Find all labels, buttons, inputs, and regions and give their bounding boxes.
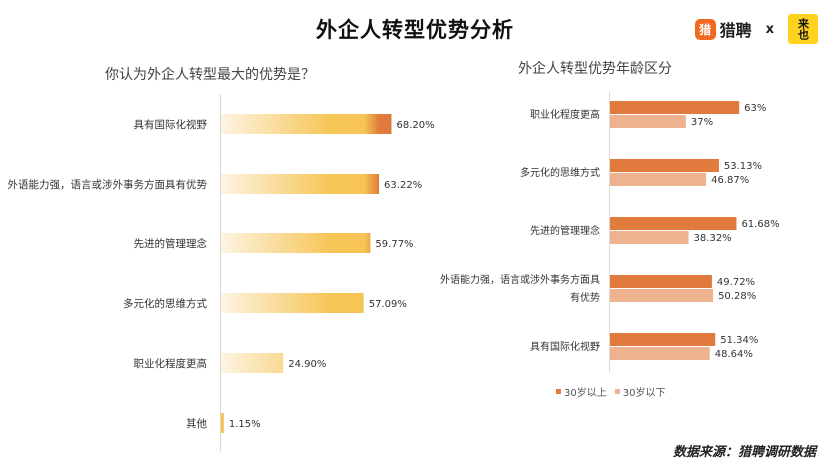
value-label-over30-3: 49.72% [717, 277, 755, 288]
bar-over30-4 [610, 333, 716, 346]
category-label-3-line1: 有优势 [570, 291, 600, 304]
bar-under30-0 [610, 115, 686, 128]
brand-logos: 猎 猎聘 x 来也 [694, 13, 818, 45]
bar-4 [221, 353, 284, 373]
bar-under30-1 [610, 173, 707, 186]
category-label-5: 其他 [186, 417, 207, 430]
value-label-1: 63.22% [384, 180, 422, 191]
value-label-under30-1: 46.87% [711, 175, 749, 186]
category-label-2: 先进的管理理念 [134, 237, 208, 250]
category-label-1: 多元化的思维方式 [520, 166, 600, 179]
bar-3 [221, 293, 364, 313]
legend-label-under-30: 30岁以下 [622, 388, 666, 399]
left-bar-chart: 具有国际化视野 68.20% 外语能力强，语言或涉外事务方面具有优势 63.22% 先进… [8, 94, 435, 452]
category-label-0: 职业化程度更高 [530, 108, 600, 121]
value-label-under30-3: 50.28% [718, 291, 756, 302]
category-label-0: 具有国际化视野 [134, 118, 208, 131]
liepin-logo-icon: 猎 [694, 18, 716, 40]
value-label-over30-2: 61.68% [741, 219, 779, 230]
value-label-4: 24.90% [288, 359, 326, 370]
legend-swatch-under-30 [614, 389, 620, 394]
category-label-1: 外语能力强，语言或涉外事务方面具有优势 [8, 178, 208, 191]
value-label-3: 57.09% [369, 299, 407, 310]
category-label-3: 多元化的思维方式 [123, 297, 207, 310]
logo-separator: x [765, 21, 774, 37]
bar-under30-4 [610, 347, 710, 360]
bar-over30-3 [610, 275, 712, 288]
bar-0 [221, 114, 392, 134]
value-label-over30-1: 53.13% [724, 161, 762, 172]
legend-item-over-30: 30岁以上 [556, 384, 607, 399]
value-label-over30-4: 51.34% [720, 335, 758, 346]
value-label-over30-0: 63% [744, 103, 766, 114]
bar-1 [221, 174, 380, 194]
value-label-under30-4: 48.64% [715, 349, 753, 360]
right-bar-chart: 63% 37% 职业化程度更高 53.13% 46.87% 多元化的思维方式 61.68% 3… [440, 92, 780, 372]
right-chart-title: 外企人转型优势年龄区分 [518, 61, 672, 77]
legend-item-under-30: 30岁以下 [614, 384, 666, 399]
page-title: 外企人转型优势分析 [316, 18, 514, 42]
value-label-5: 1.15% [229, 419, 261, 430]
value-label-under30-0: 37% [691, 117, 713, 128]
bar-under30-3 [610, 289, 714, 302]
data-source-note: 数据来源：猎聘调研数据 [672, 445, 816, 460]
value-label-2: 59.77% [375, 239, 413, 250]
liepin-logo-text: 猎聘 [719, 21, 752, 40]
laiye-logo: 来也 [788, 14, 818, 44]
category-label-3-line0: 外语能力强，语言或涉外事务方面具 [440, 273, 600, 286]
category-label-2: 先进的管理理念 [530, 224, 600, 237]
legend-label-over-30: 30岁以上 [564, 388, 607, 399]
bar-5 [221, 413, 224, 433]
value-label-0: 68.20% [397, 120, 435, 131]
bar-over30-0 [610, 101, 740, 114]
bar-over30-1 [610, 159, 719, 172]
left-chart-title: 你认为外企人转型最大的优势是？ [105, 67, 315, 83]
bar-over30-2 [610, 217, 737, 230]
right-chart-legend: 30岁以上 30岁以下 [556, 384, 673, 399]
category-label-4: 职业化程度更高 [134, 357, 208, 370]
category-label-4: 具有国际化视野 [530, 340, 600, 353]
legend-swatch-over-30 [556, 389, 561, 394]
bar-under30-2 [610, 231, 689, 244]
value-label-under30-2: 38.32% [694, 233, 732, 244]
bar-2 [221, 233, 371, 253]
